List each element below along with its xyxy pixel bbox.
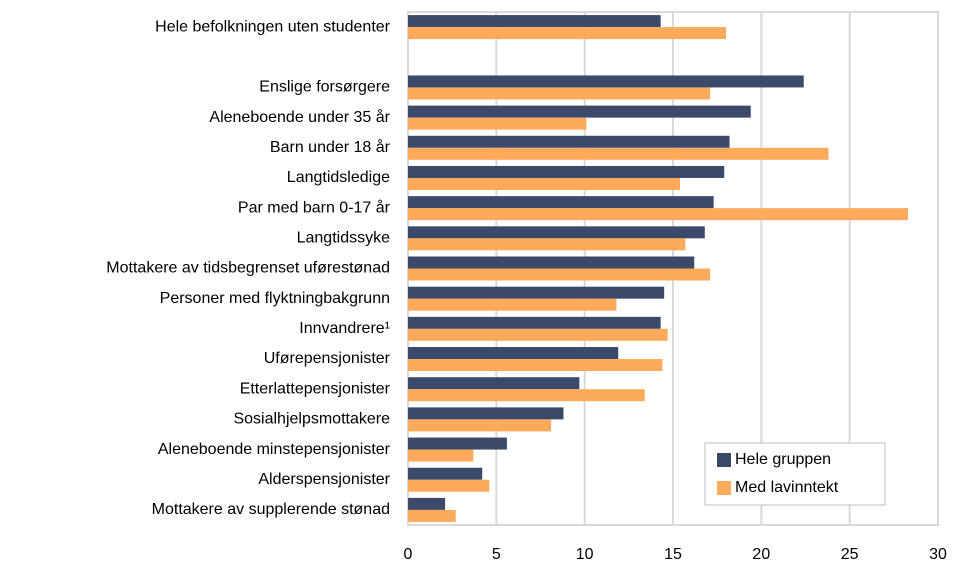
y-tick-label: Langtidssyke bbox=[297, 230, 390, 247]
x-tick-label: 0 bbox=[404, 546, 413, 563]
legend-label: Med lavinntekt bbox=[735, 479, 839, 496]
x-tick-label: 5 bbox=[492, 546, 501, 563]
bar bbox=[408, 359, 663, 372]
x-tick-label: 10 bbox=[576, 546, 594, 563]
y-tick-label: Langtidsledige bbox=[287, 169, 390, 186]
bar bbox=[408, 256, 695, 269]
y-tick-label: Innvandrere¹ bbox=[299, 320, 390, 337]
y-tick-label: Mottakere av tidsbegrenset uførestønad bbox=[106, 260, 390, 277]
y-tick-label: Par med barn 0-17 år bbox=[238, 198, 391, 216]
bar bbox=[408, 347, 619, 360]
legend-swatch bbox=[717, 481, 731, 495]
x-tick-label: 20 bbox=[752, 546, 770, 563]
bar bbox=[408, 75, 804, 88]
bar bbox=[408, 87, 711, 100]
y-tick-label: Mottakere av supplerende stønad bbox=[152, 501, 390, 518]
bar bbox=[408, 467, 483, 480]
bar bbox=[408, 177, 681, 190]
y-tick-label: Barn under 18 år bbox=[270, 138, 391, 156]
bar bbox=[408, 298, 617, 311]
bar bbox=[408, 328, 668, 341]
bar bbox=[408, 15, 661, 28]
bar bbox=[408, 27, 726, 40]
legend-label: Hele gruppen bbox=[735, 451, 831, 468]
bar bbox=[408, 226, 705, 239]
x-tick-label: 30 bbox=[929, 546, 947, 563]
y-tick-label: Hele befolkningen uten studenter bbox=[155, 18, 391, 35]
bar bbox=[408, 117, 587, 130]
bar bbox=[408, 165, 725, 178]
bar bbox=[408, 497, 446, 510]
y-tick-label: Alderspensjonister bbox=[258, 471, 390, 488]
legend-swatch bbox=[717, 453, 731, 467]
bar bbox=[408, 105, 751, 118]
y-tick-label: Enslige forsørgere bbox=[259, 79, 390, 96]
bar bbox=[408, 196, 714, 209]
x-tick-label: 15 bbox=[664, 546, 682, 563]
bar bbox=[408, 437, 507, 450]
bar bbox=[408, 509, 456, 522]
bar bbox=[408, 389, 645, 402]
y-tick-label: Uførepensjonister bbox=[264, 350, 391, 367]
x-tick-label: 25 bbox=[841, 546, 859, 563]
bar bbox=[408, 377, 580, 390]
y-tick-label: Personer med flyktningbakgrunn bbox=[160, 290, 390, 307]
bar bbox=[408, 419, 552, 432]
bar bbox=[408, 268, 711, 281]
bar bbox=[408, 449, 474, 462]
bar bbox=[408, 147, 829, 160]
bar bbox=[408, 238, 686, 251]
bar bbox=[408, 316, 661, 329]
y-tick-label: Aleneboende minstepensjonister bbox=[158, 441, 391, 458]
bar bbox=[408, 407, 564, 420]
legend: Hele gruppen Med lavinntekt bbox=[704, 442, 886, 506]
legend-box bbox=[704, 442, 886, 506]
bar bbox=[408, 135, 730, 148]
bar bbox=[408, 286, 665, 299]
y-tick-label: Etterlattepensjonister bbox=[240, 380, 391, 397]
y-tick-label: Aleneboende under 35 år bbox=[209, 108, 390, 126]
bar bbox=[408, 479, 490, 492]
bar bbox=[408, 208, 908, 221]
y-tick-label: Sosialhjelpsmottakere bbox=[233, 411, 390, 428]
